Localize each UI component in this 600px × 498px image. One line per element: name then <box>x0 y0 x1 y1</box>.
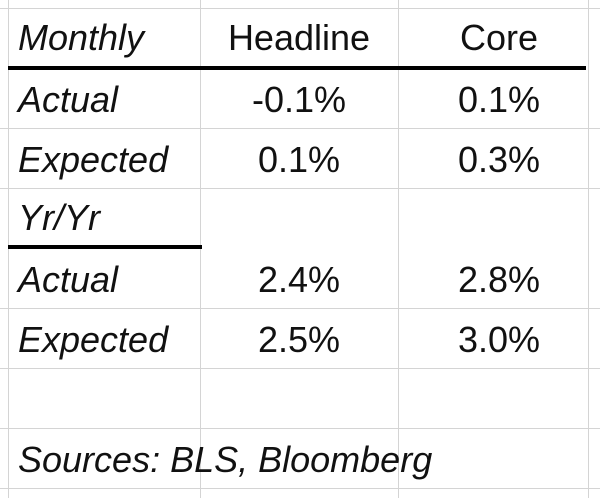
yearly-actual-core[interactable]: 2.8% <box>457 259 541 300</box>
yearly-section-label[interactable]: Yr/Yr <box>18 197 101 238</box>
grid-row-line <box>0 128 600 129</box>
grid-row-line <box>0 308 600 309</box>
grid-column-line <box>588 0 589 498</box>
monthly-actual-label[interactable]: Actual <box>18 79 119 120</box>
grid-row-line <box>0 428 600 429</box>
yearly-expected-label[interactable]: Expected <box>18 319 169 360</box>
monthly-actual-core[interactable]: 0.1% <box>457 79 541 120</box>
yearly-actual-headline[interactable]: 2.4% <box>257 259 341 300</box>
header-core[interactable]: Core <box>459 17 539 58</box>
grid-column-line <box>398 0 399 498</box>
yearly-expected-headline[interactable]: 2.5% <box>257 319 341 360</box>
grid-row-line <box>0 368 600 369</box>
grid-column-line <box>200 0 201 498</box>
yearly-label-bottom-border <box>8 245 202 249</box>
source-note[interactable]: Sources: BLS, Bloomberg <box>18 439 433 480</box>
header-bottom-border <box>8 66 586 70</box>
monthly-expected-core[interactable]: 0.3% <box>457 139 541 180</box>
grid-row-line <box>0 488 600 489</box>
monthly-expected-label[interactable]: Expected <box>18 139 169 180</box>
header-headline[interactable]: Headline <box>227 17 371 58</box>
grid-row-line <box>0 188 600 189</box>
header-monthly-label[interactable]: Monthly <box>18 17 145 58</box>
grid-row-line <box>0 8 600 9</box>
yearly-expected-core[interactable]: 3.0% <box>457 319 541 360</box>
grid-column-line <box>8 0 9 498</box>
monthly-actual-headline[interactable]: -0.1% <box>251 79 347 120</box>
monthly-expected-headline[interactable]: 0.1% <box>257 139 341 180</box>
yearly-actual-label[interactable]: Actual <box>18 259 119 300</box>
